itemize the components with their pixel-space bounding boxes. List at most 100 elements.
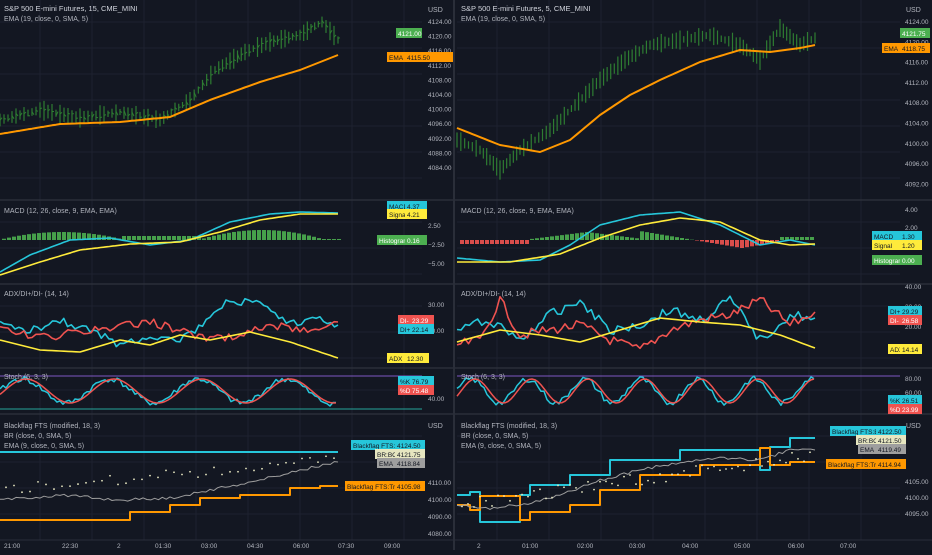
right-macd-hist-bar [745,240,749,247]
left-price-ema-legend[interactable]: EMA (19, close, 0, SMA, 5) [4,16,88,23]
right-adx-legend[interactable]: ADX/DI+/DI- (14, 14) [461,291,526,298]
left-bf-br-dot [133,478,135,480]
left-macd-hist-bar [267,230,271,240]
left-price-axis-tick: 4112.00 [428,63,451,70]
left-bf-br-dot [69,485,71,487]
right-bf-br-dot [719,469,721,471]
right-macd-hist-bar [485,240,489,244]
right-bf-br-dot [755,458,757,460]
left-macd-hist-bar [157,236,161,240]
right-time-tick: 03:00 [629,543,646,550]
left-adx-legend[interactable]: ADX/DI+/DI- (14, 14) [4,291,69,298]
right-price-axis-tick: 4096.00 [905,161,929,168]
right-stoch-d-tag-label: %D [890,407,901,414]
left-macd-legend[interactable]: MACD (12, 26, close, 9, EMA, EMA) [4,208,117,215]
left-macd-axis-tick: 2.50 [428,223,441,230]
right-bf-brbc-tag-value: 4121.50 [878,438,902,445]
left-bf-br-dot [205,474,207,476]
left-blackflag-legend[interactable]: Blackflag FTS (modified, 18, 3) [4,423,100,430]
right-bf-br-dot [725,468,727,470]
right-chart-title: S&P 500 E-mini Futures, 5, CME_MINI [461,4,591,13]
left-macd-hist-bar [137,236,141,240]
left-bf-br-dot [309,457,311,459]
right-stoch-legend[interactable]: Stoch (6, 3, 3) [461,374,505,381]
left-bf-br-dot [213,467,215,469]
left-macd-axis-tick: −2.50 [428,242,445,249]
left-price-axis-tick: 4100.00 [428,107,452,114]
right-bf-br-dot [749,464,751,466]
right-price-axis-tick: 4112.00 [905,80,928,87]
left-bf-br-dot [317,461,319,463]
left-stoch-k-tag-value: 76.79 [412,379,429,386]
left-last-price-tag[interactable]: 4121.00 [396,28,422,38]
right-bf-br-dot [473,506,475,508]
left-stoch-legend[interactable]: Stoch (6, 3, 3) [4,374,48,381]
right-bf-br-dot [521,494,523,496]
left-bf-currency-label: USD [428,423,443,430]
right-bf-br-dot [743,470,745,472]
left-di-plus-tag[interactable]: DI+22.14 [398,324,434,334]
right-di-minus-tag[interactable]: DI-26.58 [888,315,922,325]
right-macd-legend[interactable]: MACD (12, 26, close, 9, EMA, EMA) [461,208,574,215]
right-macd-hist-bar [590,233,594,240]
right-price-axis-tick: 4092.00 [905,181,929,188]
left-time-tick: 22:30 [62,543,79,550]
left-bf-ema-tag-label: EMA [379,461,394,468]
right-blackflag-legend[interactable]: Blackflag FTS (modified, 18, 3) [461,423,557,430]
left-br-legend[interactable]: BR (close, 0, SMA, 5) [4,433,71,440]
left-macd-hist-bar [62,232,66,240]
left-macd-hist-bar [272,230,276,240]
left-bf-br-dot [229,471,231,473]
right-stoch-k-tag-value: 26.51 [902,398,919,405]
right-ema-price-tag-value: 4118.75 [902,46,925,53]
right-bf-ema-legend[interactable]: EMA (9, close, 0, SMA, 5) [461,443,541,450]
left-bf-br-dot [61,485,63,487]
right-price-axis-tick: 4104.00 [905,121,929,128]
left-bf-brbc-tag-label: BR:BC [377,452,397,459]
right-bf-br-dot [575,487,577,489]
left-macd-hist-bar [337,239,341,240]
right-di-plus-tag[interactable]: DI+29.29 [888,306,922,316]
left-bf-br-dot [93,481,95,483]
right-last-price-tag[interactable]: 4121.75 [900,28,930,38]
left-di-minus-tag[interactable]: DI-23.29 [398,315,434,325]
left-bf-ema-legend[interactable]: EMA (9, close, 0, SMA, 5) [4,443,84,450]
right-macd-hist-bar [515,240,519,244]
left-macd-axis-tick: −5.00 [428,261,445,268]
left-bf-br-dot [149,475,151,477]
left-bf-br-dot [53,488,55,490]
right-br-legend[interactable]: BR (close, 0, SMA, 5) [461,433,528,440]
left-macd-hist-bar [127,236,131,240]
left-bf-br-dot [269,462,271,464]
right-macd-hist-bar [660,235,664,240]
right-price-ema-legend[interactable]: EMA (19, close, 0, SMA, 5) [461,16,545,23]
right-bf-br-dot [695,465,697,467]
left-bf-br-dot [117,484,119,486]
left-bf-br-dot [21,491,23,493]
right-macd-hist-bar [610,235,614,240]
right-bf-br-dot [677,473,679,475]
left-bf-extremum-tag-value: 4124.50 [397,443,421,450]
